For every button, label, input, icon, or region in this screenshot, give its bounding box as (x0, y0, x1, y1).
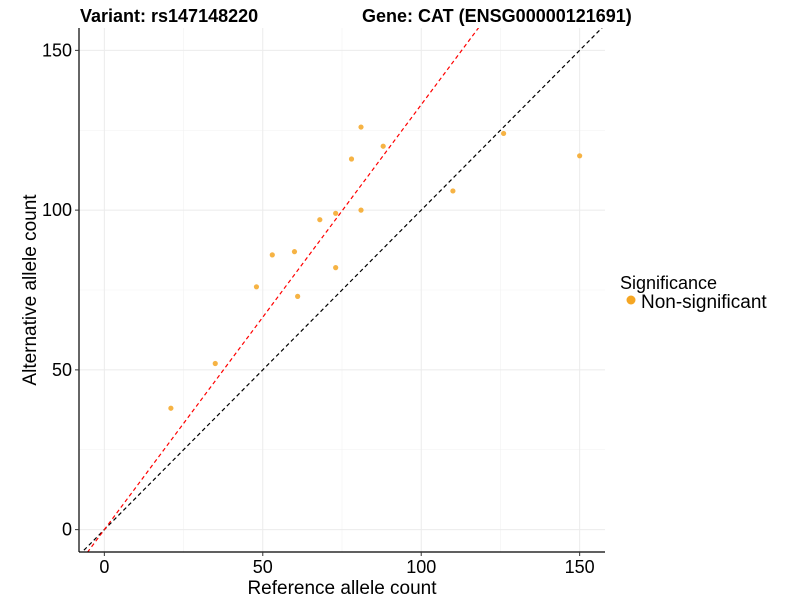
data-point (358, 124, 364, 130)
data-point (291, 249, 298, 255)
x-tick-label: 50 (253, 557, 273, 577)
x-axis-title: Reference allele count (247, 578, 437, 599)
y-tick-label: 0 (62, 520, 72, 540)
data-point (450, 188, 456, 194)
y-axis-ticks: 0 50 100 150 (42, 40, 79, 540)
legend: Significance Non-significant (620, 273, 767, 313)
legend-label-non-significant: Non-significant (641, 292, 767, 313)
x-axis-ticks: 0 50 100 150 (99, 552, 595, 577)
data-point (333, 265, 339, 271)
y-tick-label: 150 (42, 40, 72, 60)
data-point (333, 210, 339, 216)
legend-title: Significance (620, 273, 717, 293)
data-point (380, 143, 386, 149)
x-tick-label: 150 (565, 557, 595, 577)
reference-lines (81, 28, 603, 552)
data-points (168, 124, 583, 411)
legend-swatch-non-significant (626, 295, 636, 305)
chart-title-right: Gene: CAT (ENSG00000121691) (362, 6, 632, 26)
data-point (577, 153, 583, 159)
data-point (212, 360, 218, 367)
x-tick-label: 0 (99, 557, 109, 577)
data-point (358, 207, 364, 213)
y-tick-label: 50 (52, 360, 72, 380)
data-point (317, 217, 323, 223)
chart-title-left: Variant: rs147148220 (80, 6, 258, 26)
y-tick-label: 100 (42, 200, 72, 220)
x-tick-label: 100 (406, 557, 436, 577)
y-axis-title: Alternative allele count (20, 194, 41, 386)
data-point (253, 284, 260, 290)
black-reference-line (81, 28, 603, 552)
data-point (168, 405, 174, 411)
grid-lines (79, 28, 605, 552)
data-point (269, 252, 275, 258)
data-point (501, 130, 507, 137)
data-point (348, 156, 355, 162)
data-point (295, 293, 301, 299)
